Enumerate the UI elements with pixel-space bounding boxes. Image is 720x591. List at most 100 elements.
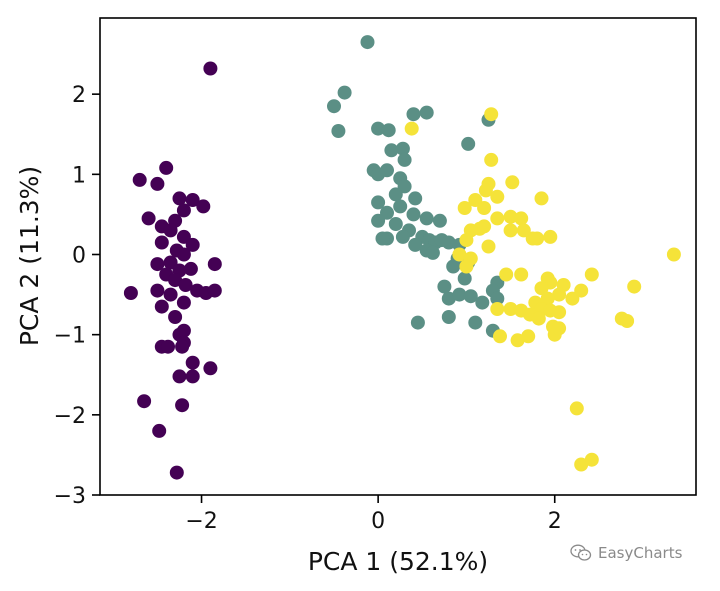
scatter-point-s2-18 xyxy=(534,191,549,206)
scatter-point-s0-18 xyxy=(163,255,178,270)
scatter-point-s2-47 xyxy=(531,311,546,326)
scatter-point-s0-23 xyxy=(168,273,183,288)
scatter-point-s0-47 xyxy=(169,465,184,480)
scatter-point-s0-14 xyxy=(154,235,169,250)
scatter-point-s2-50 xyxy=(510,333,525,348)
x-tick-label-2: 2 xyxy=(548,509,562,534)
scatter-point-s1-42 xyxy=(457,271,472,286)
scatter-point-s1-20 xyxy=(380,205,394,220)
scatter-point-s1-18 xyxy=(408,191,423,206)
scatter-point-s0-17 xyxy=(150,257,165,272)
scatter-point-s1-4 xyxy=(371,121,386,136)
scatter-point-s0-6 xyxy=(196,199,211,214)
scatter-point-s0-31 xyxy=(176,295,191,310)
scatter-point-s0-30 xyxy=(123,286,138,300)
scatter-point-s0-5 xyxy=(185,193,200,207)
scatter-point-s1-48 xyxy=(441,310,456,324)
scatter-point-s2-8 xyxy=(457,201,472,215)
y-tick-label-4: 1 xyxy=(72,163,86,188)
scatter-point-s2-59 xyxy=(584,452,599,467)
scatter-point-s1-8 xyxy=(384,143,399,158)
scatter-point-s1-2 xyxy=(327,99,341,114)
scatter-point-s0-26 xyxy=(163,287,178,302)
scatter-point-s2-27 xyxy=(499,267,514,282)
scatter-point-s1-16 xyxy=(388,187,403,202)
scatter-point-s0-16 xyxy=(176,247,191,262)
scatter-point-s2-24 xyxy=(452,247,467,262)
scatter-point-s1-10 xyxy=(397,152,412,167)
scatter-point-s2-3 xyxy=(484,152,499,167)
scatter-point-s2-6 xyxy=(490,189,505,204)
scatter-point-s1-43 xyxy=(437,279,452,294)
scatter-point-s2-56 xyxy=(666,247,681,262)
scatter-point-s2-34 xyxy=(540,291,555,306)
scatter-point-s0-43 xyxy=(185,369,200,384)
scatter-point-s1-23 xyxy=(432,213,447,228)
scatter-point-s1-45 xyxy=(452,287,467,302)
scatter-point-s2-11 xyxy=(503,209,518,224)
y-tick-label-3: 0 xyxy=(72,243,86,268)
scatter-point-s0-13 xyxy=(185,237,200,252)
scatter-point-s1-46 xyxy=(463,289,478,304)
scatter-point-s0-39 xyxy=(175,339,190,354)
scatter-point-s0-9 xyxy=(141,211,156,226)
scatter-point-s0-32 xyxy=(154,299,169,314)
scatter-point-s0-2 xyxy=(150,176,165,191)
scatter-point-s1-25 xyxy=(388,217,403,231)
x-tick-label-0: −2 xyxy=(185,509,217,534)
scatter-point-s1-49 xyxy=(410,315,425,330)
scatter-point-s0-45 xyxy=(175,398,190,413)
scatter-point-s2-53 xyxy=(552,321,567,336)
scatter-point-s2-21 xyxy=(516,223,531,238)
scatter-point-s0-25 xyxy=(150,283,165,298)
scatter-point-s2-49 xyxy=(493,329,507,344)
scatter-point-s1-41 xyxy=(446,259,461,274)
x-axis-label: PCA 1 (52.1%) xyxy=(308,547,488,576)
scatter-point-s0-1 xyxy=(132,172,147,187)
scatter-point-s2-1 xyxy=(484,107,499,122)
scatter-point-s2-20 xyxy=(525,231,540,246)
scatter-point-s1-38 xyxy=(425,245,440,260)
scatter-point-s0-3 xyxy=(159,160,174,175)
scatter-point-s1-30 xyxy=(375,231,390,246)
scatter-point-s2-33 xyxy=(552,287,567,302)
scatter-point-s0-44 xyxy=(137,394,152,409)
scatter-point-s1-54 xyxy=(461,136,476,151)
scatter-point-s2-31 xyxy=(534,281,549,296)
scatter-point-s0-4 xyxy=(172,191,187,206)
ticks-layer: −2 0 2 −3 −2 −1 0 1 2 xyxy=(54,83,562,534)
scatter-point-s0-11 xyxy=(163,223,178,238)
scatter-point-s0-21 xyxy=(207,257,222,272)
scatter-point-s2-23 xyxy=(543,229,558,244)
scatter-point-s0-24 xyxy=(178,278,193,292)
scatter-point-s2-42 xyxy=(627,279,642,294)
scatter-point-s0-7 xyxy=(176,203,191,218)
scatter-point-s2-55 xyxy=(620,314,635,328)
scatter-point-s0-38 xyxy=(161,339,175,354)
scatter-point-s0-40 xyxy=(185,355,200,370)
scatter-point-s2-17 xyxy=(481,239,496,254)
y-tick-label-5: 2 xyxy=(72,83,86,108)
scatter-point-s1-50 xyxy=(468,315,483,330)
scatter-point-s2-41 xyxy=(584,267,599,282)
scatter-point-s1-1 xyxy=(337,85,352,100)
scatter-point-s1-56 xyxy=(490,291,505,306)
scatter-point-s2-44 xyxy=(503,302,518,316)
scatter-point-s2-38 xyxy=(552,305,567,320)
scatter-point-s1-0 xyxy=(360,35,375,50)
y-tick-label-0: −3 xyxy=(54,484,86,509)
y-tick-label-2: −1 xyxy=(54,324,86,349)
scatter-point-s1-24 xyxy=(371,213,386,228)
watermark-text: EasyCharts xyxy=(598,544,683,562)
scatter-point-s2-12 xyxy=(514,211,529,226)
scatter-point-s1-31 xyxy=(408,237,423,252)
scatter-point-s1-21 xyxy=(406,207,421,222)
scatter-point-s0-42 xyxy=(172,369,187,384)
scatter-point-s2-10 xyxy=(490,211,505,226)
scatter-point-s2-22 xyxy=(503,223,518,238)
points-layer xyxy=(123,35,681,480)
scatter-point-s1-7 xyxy=(419,105,434,120)
scatter-point-s1-17 xyxy=(371,195,386,210)
